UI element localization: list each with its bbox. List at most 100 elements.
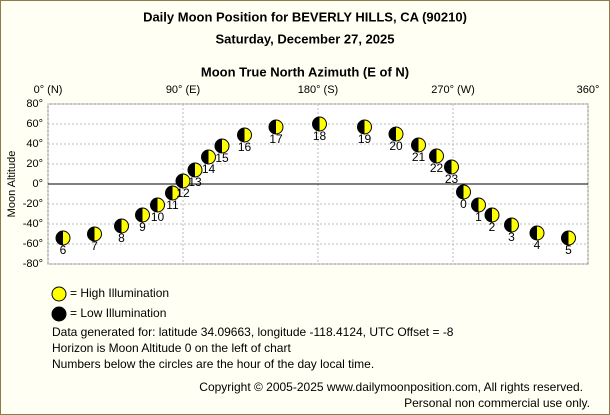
- moon-half: [121, 219, 129, 233]
- x-axis-title: Moon True North Azimuth (E of N): [201, 64, 409, 79]
- y-tick-label: 80°: [26, 98, 43, 110]
- hour-label: 10: [151, 210, 165, 224]
- moon-half: [451, 160, 459, 174]
- moon-half: [492, 208, 499, 222]
- copyright: Personal non commercial use only.: [404, 396, 590, 410]
- moon-half: [237, 128, 245, 142]
- moon-outline: [135, 207, 150, 223]
- moon-half: [537, 226, 544, 240]
- moon-outline: [529, 225, 545, 241]
- moon-half: [244, 128, 252, 142]
- moon-half: [222, 139, 229, 153]
- hour-label: 15: [215, 151, 229, 165]
- moon-outline: [484, 207, 500, 223]
- moon-half: [183, 174, 190, 188]
- moon-half: [511, 218, 519, 232]
- moon-half: [195, 163, 202, 177]
- moon-half: [396, 127, 403, 141]
- hour-label: 19: [358, 132, 372, 146]
- moon-outline: [504, 217, 519, 233]
- moon-point: [504, 217, 519, 233]
- legend-icon-low: [51, 306, 67, 322]
- moon-outline: [114, 218, 129, 234]
- moon-outline: [388, 126, 404, 142]
- moon-outline: [55, 230, 71, 246]
- y-tick-label: -80°: [23, 258, 43, 270]
- moon-point: [55, 230, 71, 246]
- moon-half: [436, 149, 444, 163]
- moon-outline: [444, 159, 459, 175]
- hour-label: 9: [139, 220, 146, 234]
- hour-label: 21: [412, 150, 426, 164]
- moon-half: [478, 198, 486, 212]
- moon-half: [485, 208, 492, 222]
- moon-half: [364, 120, 372, 134]
- legend-label: = Low Illumination: [70, 306, 166, 320]
- note: Numbers below the circles are the hour o…: [52, 357, 374, 371]
- moon-half: [172, 186, 180, 201]
- hour-label: 22: [430, 161, 444, 175]
- moon-half: [215, 139, 222, 153]
- moon-half: [568, 231, 576, 245]
- hour-label: 8: [118, 231, 125, 245]
- moon-point: [484, 207, 500, 223]
- moon-outline: [357, 119, 372, 135]
- moon-outline: [411, 137, 426, 153]
- moon-outline: [268, 119, 284, 135]
- hour-label: 1: [475, 210, 482, 224]
- moon-outline: [87, 226, 102, 242]
- moon-point: [201, 149, 216, 165]
- y-tick-label: 40°: [26, 138, 43, 150]
- x-tick-label: 360°: [577, 84, 600, 96]
- hour-label: 14: [202, 162, 216, 176]
- moon-half: [429, 149, 437, 163]
- x-tick-label: 90° (E): [166, 84, 200, 96]
- chart-title: Daily Moon Position for BEVERLY HILLS, C…: [143, 9, 467, 24]
- y-tick-label: 20°: [26, 158, 43, 170]
- note: Horizon is Moon Altitude 0 on the left o…: [52, 341, 291, 355]
- moon-point: [529, 225, 545, 241]
- moon-half: [176, 174, 183, 188]
- moon-outline: [456, 184, 471, 200]
- moon-half: [208, 150, 216, 164]
- note: Data generated for: latitude 34.09663, l…: [52, 325, 454, 339]
- moon-half: [188, 163, 195, 177]
- moon-half: [94, 227, 102, 241]
- moon-half: [135, 208, 143, 222]
- hour-label: 0: [460, 197, 467, 211]
- moon-point: [388, 126, 404, 142]
- moon-outline: [237, 127, 252, 143]
- moon-half: [456, 185, 464, 199]
- x-tick-label: 180° (S): [298, 84, 338, 96]
- legend-label: = High Illumination: [70, 286, 169, 300]
- moon-half: [114, 219, 122, 233]
- hour-label: 13: [188, 175, 202, 189]
- moon-outline: [201, 149, 216, 165]
- moon-outline: [150, 197, 165, 213]
- moon-outline: [165, 185, 180, 201]
- moon-outline: [471, 197, 486, 213]
- x-tick-label: 270° (W): [431, 84, 475, 96]
- moon-outline: [187, 162, 203, 178]
- hour-label: 2: [489, 220, 496, 234]
- moon-outline: [561, 230, 576, 246]
- moon-point: [357, 119, 372, 135]
- y-tick-label: 0°: [32, 178, 43, 190]
- moon-point: [135, 207, 150, 223]
- moon-point: [561, 230, 576, 246]
- moon-half: [165, 186, 173, 201]
- moon-half: [269, 120, 276, 134]
- moon-point: [237, 127, 252, 143]
- moon-point: [165, 185, 180, 201]
- moon-point: [150, 197, 165, 213]
- moon-point: [456, 184, 471, 200]
- moon-half: [389, 127, 396, 141]
- moon-point: [411, 137, 426, 153]
- y-tick-label: -20°: [23, 198, 43, 210]
- hour-label: 5: [565, 243, 572, 257]
- moon-half: [87, 227, 95, 241]
- hour-label: 12: [176, 186, 190, 200]
- moon-half: [411, 138, 419, 152]
- hour-label: 4: [534, 238, 541, 252]
